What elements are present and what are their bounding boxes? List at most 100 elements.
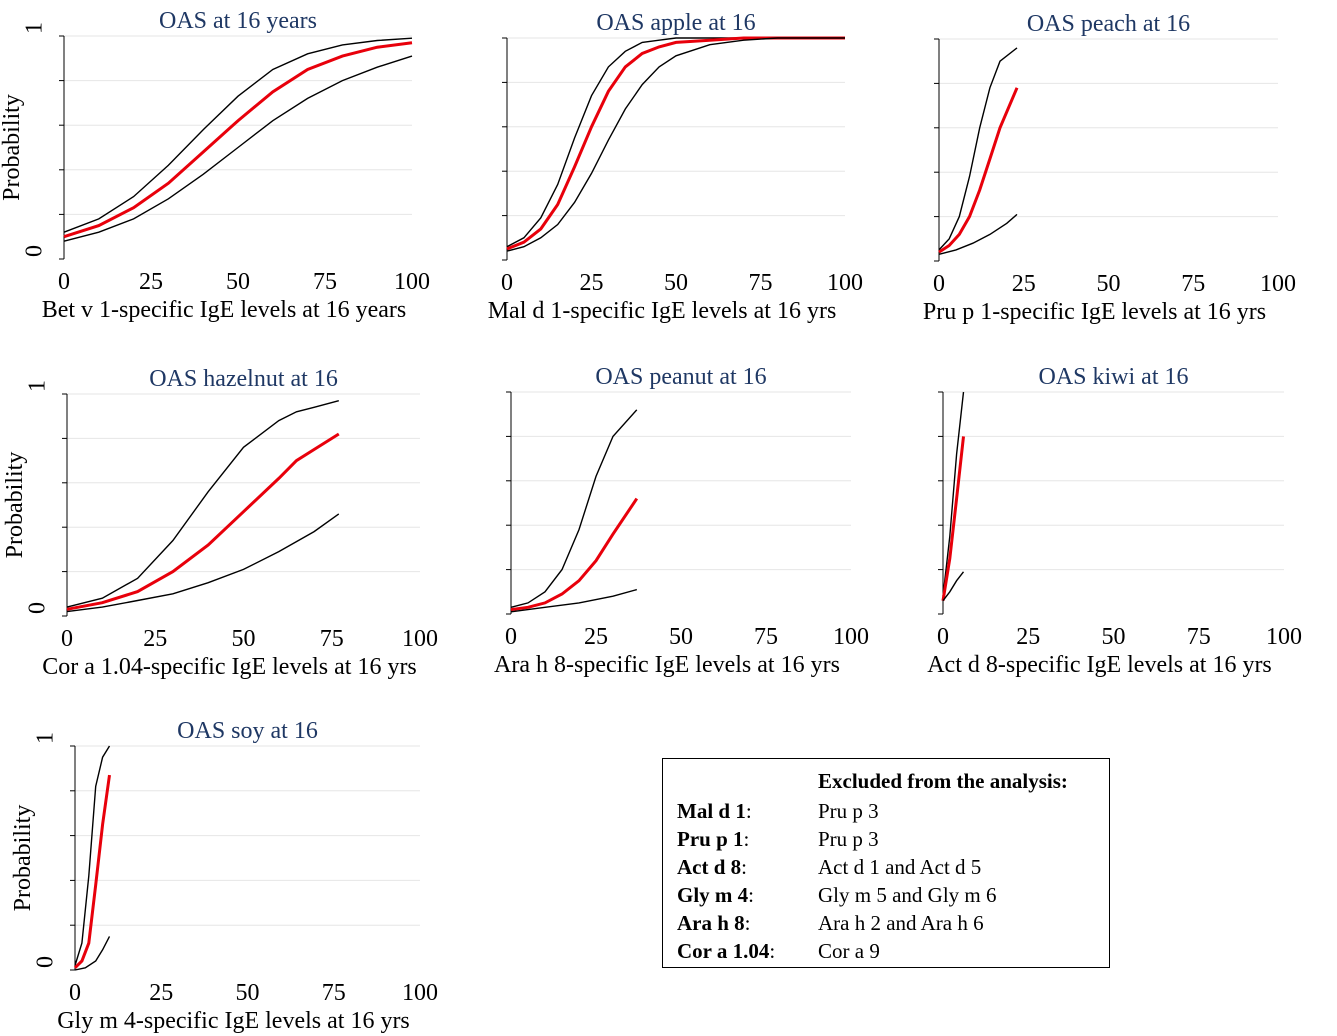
panel-title: OAS hazelnut at 16 — [149, 366, 338, 392]
x-axis-title: Cor a 1.04-specific IgE levels at 16 yrs — [42, 654, 417, 680]
x-tick-label: 75 — [320, 626, 344, 652]
upper-ci-line — [938, 47, 1018, 251]
legend-header: Excluded from the analysis: — [818, 769, 1068, 793]
estimate-line — [73, 774, 111, 969]
upper-ci-line — [66, 400, 339, 608]
x-tick-label: 75 — [322, 980, 346, 1006]
x-tick-label: 50 — [236, 980, 260, 1006]
y-tick-label: 0 — [33, 956, 59, 968]
y-tick-label: 1 — [22, 22, 48, 34]
legend-value: Gly m 5 and Gly m 6 — [818, 883, 997, 907]
lower-ci-line — [942, 571, 965, 602]
x-tick-label: 75 — [749, 270, 773, 296]
y-tick-label: 0 — [22, 245, 48, 257]
panel-title: OAS kiwi at 16 — [1039, 364, 1189, 390]
y-tick-label: 1 — [25, 380, 51, 392]
panel-title: OAS peanut at 16 — [595, 364, 766, 390]
upper-ci-line — [74, 745, 111, 966]
x-tick-label: 0 — [61, 626, 73, 652]
legend-key: Pru p 1 — [677, 827, 744, 851]
lower-ci-line — [74, 936, 111, 971]
lower-ci-line — [510, 588, 637, 613]
y-tick-label: 0 — [25, 602, 51, 614]
legend-value: Act d 1 and Act d 5 — [818, 855, 982, 879]
lower-ci-line — [938, 213, 1018, 255]
x-tick-label: 100 — [394, 269, 430, 295]
x-axis-title: Ara h 8-specific IgE levels at 16 yrs — [494, 652, 840, 678]
x-tick-label: 25 — [580, 270, 604, 296]
panel-title: OAS soy at 16 — [177, 718, 318, 744]
x-tick-label: 100 — [402, 626, 438, 652]
legend-value: Pru p 3 — [818, 827, 879, 851]
upper-ci-line — [506, 37, 845, 248]
x-axis-title: Mal d 1-specific IgE levels at 16 yrs — [488, 298, 837, 324]
lower-ci-line — [506, 37, 845, 252]
x-tick-label: 25 — [139, 269, 163, 295]
x-tick-label: 50 — [664, 270, 688, 296]
legend-key: Gly m 4 — [677, 883, 749, 907]
x-tick-label: 50 — [669, 624, 693, 650]
x-tick-label: 0 — [501, 270, 513, 296]
upper-ci-line — [510, 409, 638, 608]
estimate-line — [938, 87, 1019, 254]
x-tick-label: 100 — [827, 270, 863, 296]
x-tick-label: 25 — [149, 980, 173, 1006]
x-tick-label: 25 — [143, 626, 167, 652]
y-axis-title: Probability — [0, 94, 25, 201]
legend-value: Ara h 2 and Ara h 6 — [818, 911, 984, 935]
x-axis-title: Pru p 1-specific IgE levels at 16 yrs — [923, 299, 1266, 325]
estimate-line — [66, 432, 340, 611]
legend-value: Cor a 9 — [818, 939, 880, 963]
x-tick-label: 0 — [505, 624, 517, 650]
x-tick-label: 50 — [232, 626, 256, 652]
x-tick-label: 100 — [833, 624, 869, 650]
x-tick-label: 0 — [937, 624, 949, 650]
x-axis-title: Gly m 4-specific IgE levels at 16 yrs — [57, 1008, 410, 1034]
x-tick-label: 100 — [1260, 271, 1296, 297]
x-tick-label: 75 — [313, 269, 337, 295]
x-tick-label: 25 — [1012, 271, 1036, 297]
upper-ci-line — [942, 391, 965, 597]
x-tick-label: 0 — [933, 271, 945, 297]
panel-title: OAS peach at 16 — [1027, 11, 1190, 37]
x-tick-label: 0 — [69, 980, 81, 1006]
estimate-line — [63, 41, 413, 239]
upper-ci-line — [63, 37, 413, 233]
legend-key: Act d 8 — [677, 855, 742, 879]
estimate-line — [941, 436, 965, 601]
x-tick-label: 75 — [1187, 624, 1211, 650]
y-tick-label: 1 — [33, 732, 59, 744]
legend-row: Act d 8: Act d 1 and Act d 5 — [677, 855, 982, 879]
panel-title: OAS apple at 16 — [596, 10, 755, 36]
x-tick-label: 50 — [226, 269, 250, 295]
x-tick-label: 50 — [1097, 271, 1121, 297]
x-tick-label: 75 — [754, 624, 778, 650]
legend-row: Ara h 8: Ara h 2 and Ara h 6 — [677, 911, 984, 935]
legend-row: Pru p 1: Pru p 3 — [677, 827, 879, 851]
panel-title: OAS at 16 years — [159, 8, 317, 34]
estimate-line — [510, 497, 639, 612]
legend-row: Mal d 1: Pru p 3 — [677, 799, 879, 823]
legend-key: Cor a 1.04 — [677, 939, 770, 963]
x-tick-label: 50 — [1102, 624, 1126, 650]
x-tick-label: 100 — [402, 980, 438, 1006]
legend-row: Cor a 1.04: Cor a 9 — [677, 939, 880, 963]
exclusion-legend: Excluded from the analysis: Mal d 1: Pru… — [662, 758, 1110, 968]
x-tick-label: 0 — [58, 269, 70, 295]
x-tick-label: 25 — [584, 624, 608, 650]
y-axis-title: Probability — [10, 805, 36, 912]
x-tick-label: 25 — [1016, 624, 1040, 650]
lower-ci-line — [63, 55, 413, 242]
y-axis-title: Probability — [2, 452, 28, 559]
x-tick-label: 75 — [1181, 271, 1205, 297]
legend-key: Mal d 1 — [677, 799, 746, 823]
estimate-line — [506, 36, 845, 251]
lower-ci-line — [66, 513, 340, 613]
